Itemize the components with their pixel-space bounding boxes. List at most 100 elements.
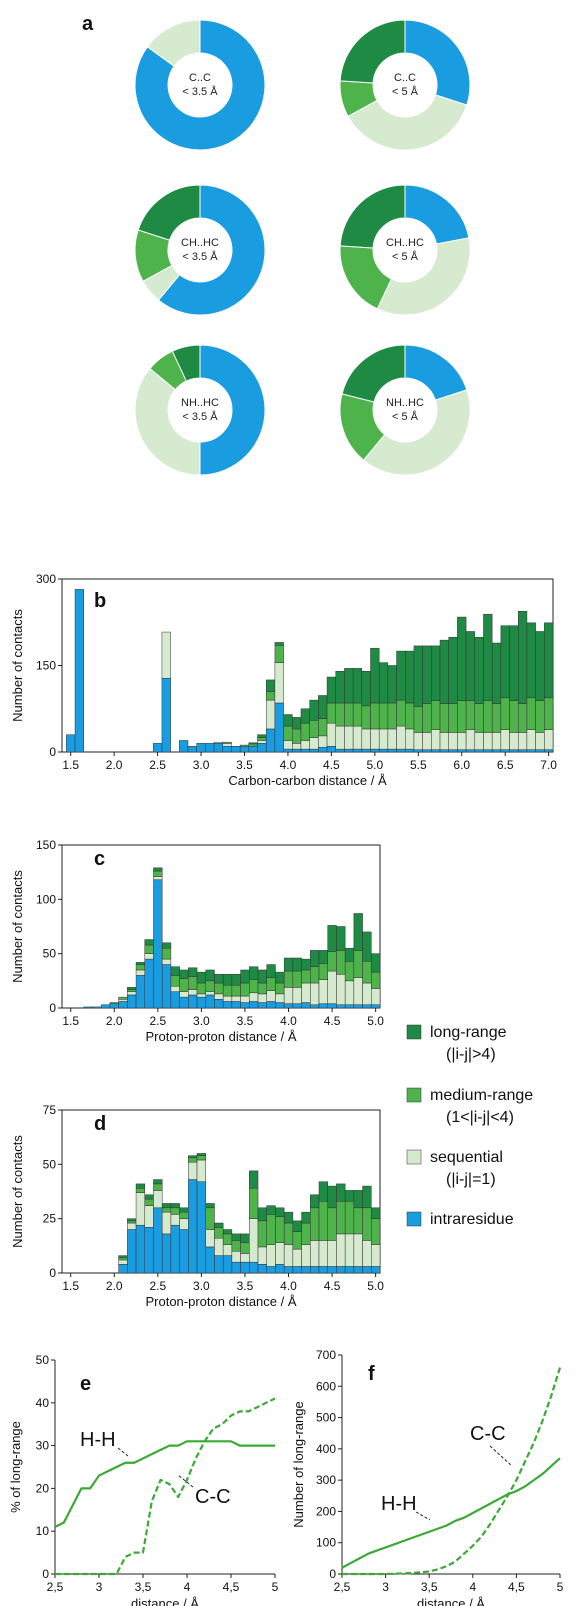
donut-label-line1: C..C [189,72,211,84]
bar-intraresidue [283,1266,294,1274]
bar-medium_range [336,1201,346,1235]
x-tick-label: 5.0 [367,758,384,772]
bar-long_range [118,1255,128,1259]
x-axis-label: Proton-proton distance / Å [145,1294,296,1309]
bar-long_range [413,645,423,707]
bar-long_range [422,645,432,704]
bar-long_range [371,953,381,973]
bar-intraresidue [457,749,467,753]
bar-sequential [474,732,484,750]
bar-sequential [161,631,171,679]
donut-label-line1: NH..HC [386,397,424,409]
bar-long_range [214,1222,224,1228]
x-tick-label: 1.5 [62,758,79,772]
bar-sequential [257,993,267,1003]
bar-intraresidue [118,1001,128,1009]
bar-sequential [196,1159,207,1182]
bar-medium_range [326,702,336,724]
bar-long_range [257,969,267,984]
bar-intraresidue [127,1229,137,1274]
bar-medium_range [196,982,207,995]
bar-intraresidue [205,1246,215,1274]
bar-medium_range [214,982,224,995]
bar-intraresidue [336,1266,346,1274]
bar-sequential [301,982,311,1003]
bar-intraresidue [161,1233,172,1274]
bar-medium_range [214,1227,224,1239]
curve-label-h-h: H-H [80,1429,116,1451]
bar-sequential [240,995,250,1003]
bar-sequential [318,979,328,1004]
legend-swatch-long_range [406,1024,422,1040]
bar-intraresidue [318,1266,328,1274]
bar-sequential [222,995,233,1002]
panel-d-histogram: 1.5 2.0 2.5 3.0 3.5 4.0 4.5 5.0 0 25 50 75 Proton-pr… [10,1103,384,1309]
legend-label: sequential [430,1149,503,1166]
bar-medium_range [352,702,363,727]
bar-medium_range [526,697,536,730]
bar-intraresidue [248,745,258,753]
bar-intraresidue [378,748,389,753]
bar-medium_range [249,1187,259,1219]
x-tick-label: 3.5 [237,1279,254,1293]
bar-long_range [275,1207,285,1217]
x-tick-label: 4,5 [508,1580,525,1594]
donut-4: CH..HC< 5 Å [339,184,471,316]
bar-sequential [179,1218,189,1230]
bar-medium_range [109,1002,119,1004]
bar-medium_range [266,977,276,991]
bar-sequential [240,1253,250,1263]
donut-slice-intraresidue [404,344,468,401]
x-tick-label: 4.5 [324,1279,341,1293]
bar-sequential [118,1259,128,1265]
x-tick-label: 2.5 [149,1279,166,1293]
bar-sequential [188,989,198,996]
bar-medium_range [405,702,415,730]
bar-medium_range [275,982,285,995]
panel-f-line-chart: 2,5 3 3,5 4 4,5 5 0 100 200 300 400 500 600 700 distan… [291,1348,564,1606]
bar-intraresidue [179,1229,189,1274]
bar-intraresidue [83,1006,93,1009]
bar-sequential [257,740,267,744]
x-tick-label: 3,5 [421,1580,438,1594]
donut-slice-intraresidue [157,184,266,316]
bar-medium_range [231,984,241,997]
bar-sequential [310,982,320,1005]
bar-intraresidue [309,748,319,753]
x-tick-label: 2,5 [47,1580,64,1594]
bar-sequential [448,732,458,750]
x-tick-label: 2.0 [106,1279,123,1293]
bar-intraresidue [371,1266,381,1274]
x-tick-label: 4.5 [324,1014,341,1028]
bar-medium_range [179,978,189,992]
bar-intraresidue [301,1266,311,1274]
bar-sequential [353,1233,363,1267]
bar-sequential [231,995,241,1002]
bar-long_range [336,1183,346,1202]
bar-medium_range [465,700,476,730]
y-tick-label: 150 [36,838,56,852]
bar-long_range [292,717,302,730]
bar-intraresidue [491,749,502,753]
bar-medium_range [474,703,484,733]
bar-intraresidue [405,748,415,753]
legend-sublabel: (1<|i-j|<4) [446,1109,514,1126]
x-tick-label: 4 [469,1580,476,1594]
curve-label-h-h: H-H [381,1493,417,1515]
bar-sequential [517,732,528,750]
series-line-c-c [55,1397,276,1576]
bar-intraresidue [135,975,146,1009]
bar-intraresidue [257,743,267,753]
bar-sequential [465,729,476,750]
x-axis-label: Proton-proton distance / Å [145,1029,296,1044]
bar-sequential [387,728,397,750]
bar-long_range [196,971,207,984]
bar-long_range [310,1194,320,1209]
bar-long_range [266,964,276,978]
y-tick-label: 700 [316,1348,336,1362]
bar-intraresidue [318,747,328,753]
bar-sequential [362,1240,372,1267]
bar-long_range [353,913,363,951]
bar-medium_range [378,702,389,730]
panel-label-d: d [94,1113,106,1135]
